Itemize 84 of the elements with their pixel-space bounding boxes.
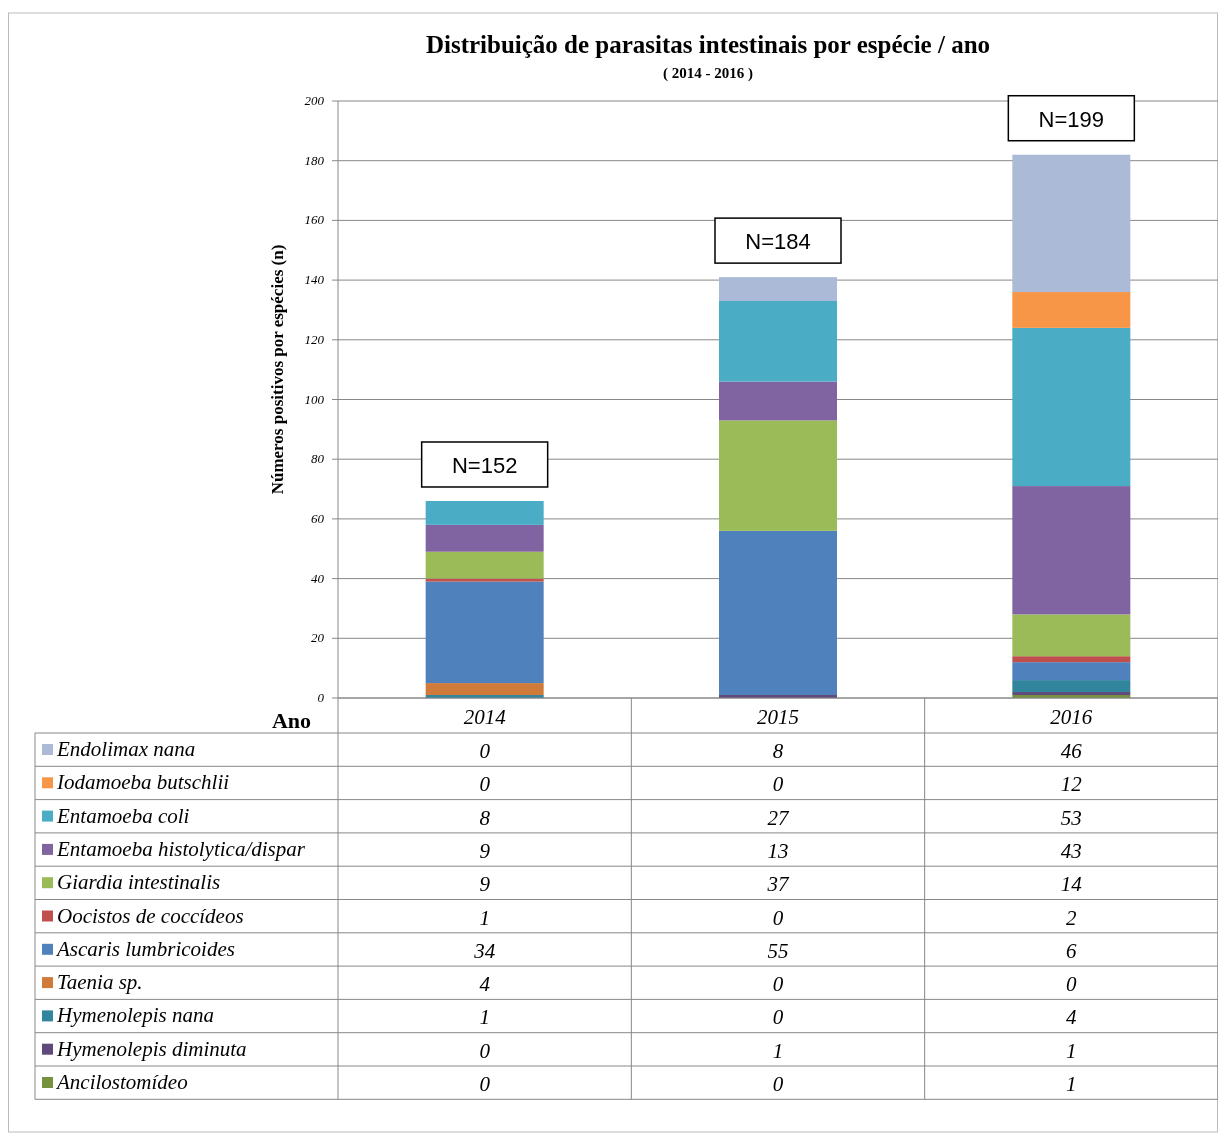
legend-label: Ancilostomídeo	[55, 1070, 188, 1094]
data-label: 27	[767, 805, 790, 830]
data-label: 8	[479, 805, 491, 830]
bar	[1012, 486, 1131, 615]
data-label: 1	[479, 1005, 490, 1030]
data-label: 9	[479, 872, 491, 897]
y-axis-title: Números positivos por espécies (n)	[268, 244, 287, 495]
bar	[719, 420, 837, 531]
legend-label: Giardia intestinalis	[57, 870, 221, 895]
bar	[1012, 662, 1131, 681]
bar	[1012, 656, 1131, 663]
y-tick-label: 80	[311, 451, 325, 467]
bar	[719, 277, 837, 301]
y-tick-label: 60	[311, 510, 325, 526]
bar	[425, 500, 544, 525]
data-label: 0	[479, 739, 491, 763]
data-label: 0	[772, 1005, 784, 1030]
y-tick-label: 0	[317, 690, 325, 705]
bar	[719, 301, 837, 382]
y-tick-label: 140	[304, 272, 325, 288]
bar	[1012, 292, 1131, 328]
data-label: 1	[1066, 1038, 1077, 1063]
legend-label: Taenia sp.	[57, 970, 143, 995]
data-label: 0	[772, 905, 784, 930]
legend-label: Endolimax nana	[56, 737, 196, 761]
legend-label: Iodamoeba butschlii	[56, 770, 230, 795]
annotation: N=184	[745, 229, 811, 255]
data-label: 0	[479, 1072, 491, 1096]
data-label: 4	[1066, 1005, 1078, 1030]
data-label: 0	[479, 772, 491, 797]
data-label: 0	[772, 1072, 784, 1096]
x-axis-title: Ano	[271, 708, 311, 733]
data-label: 14	[1060, 872, 1083, 897]
bar	[1012, 327, 1131, 487]
x-tick-label: 2014	[463, 705, 507, 729]
data-label: 37	[766, 872, 790, 897]
bar	[425, 551, 544, 579]
data-label: 2	[1066, 905, 1078, 930]
annotation: N=152	[451, 452, 518, 478]
data-label: 8	[772, 739, 784, 763]
data-label: 43	[1060, 838, 1082, 863]
data-label: 0	[1066, 972, 1078, 997]
legend-label: Entamoeba coli	[56, 803, 190, 828]
data-label: 9	[479, 838, 491, 863]
y-tick-label: 20	[311, 630, 325, 646]
annotation: N=199	[1038, 106, 1105, 132]
chart-subtitle: ( 2014 - 2016 )	[663, 65, 753, 82]
y-tick-label: 160	[304, 212, 325, 228]
data-label: 6	[1066, 938, 1078, 963]
data-label: 55	[767, 938, 789, 963]
bar	[719, 381, 837, 421]
legend-label: Ascaris lumbricoides	[55, 936, 235, 961]
bar	[1012, 614, 1131, 657]
x-tick-label: 2016	[1050, 705, 1093, 729]
bar	[425, 581, 544, 684]
data-label: 1	[772, 1038, 784, 1063]
data-label: 1	[479, 905, 490, 930]
legend-label: Hymenolepis diminuta	[56, 1036, 247, 1061]
y-tick-label: 100	[304, 391, 325, 407]
data-label: 46	[1060, 739, 1083, 763]
data-label: 13	[767, 838, 789, 863]
chart-title: Distribuição de parasitas intestinais por espécie / ano	[425, 31, 991, 58]
data-label: 53	[1060, 805, 1082, 830]
y-tick-label: 120	[304, 331, 325, 347]
data-label: 4	[479, 972, 491, 997]
bar	[1012, 680, 1131, 693]
data-label: 0	[479, 1038, 491, 1063]
y-tick-label: 180	[304, 152, 325, 168]
y-tick-label: 200	[304, 93, 325, 108]
x-tick-label: 2015	[757, 705, 799, 729]
bar	[425, 683, 544, 696]
data-label: 0	[772, 772, 784, 797]
bar	[1012, 154, 1131, 293]
bar	[719, 530, 837, 696]
bar	[425, 578, 544, 582]
bar	[425, 524, 544, 552]
legend-label: Hymenolepis nana	[56, 1003, 214, 1028]
data-label: 0	[772, 972, 784, 997]
legend-label: Oocistos de coccídeos	[57, 903, 244, 928]
data-label: 12	[1060, 772, 1083, 797]
data-label: 34	[473, 938, 496, 963]
data-label: 1	[1066, 1072, 1077, 1096]
legend-label: Entamoeba histolytica/dispar	[56, 836, 306, 861]
y-tick-label: 40	[311, 570, 325, 586]
